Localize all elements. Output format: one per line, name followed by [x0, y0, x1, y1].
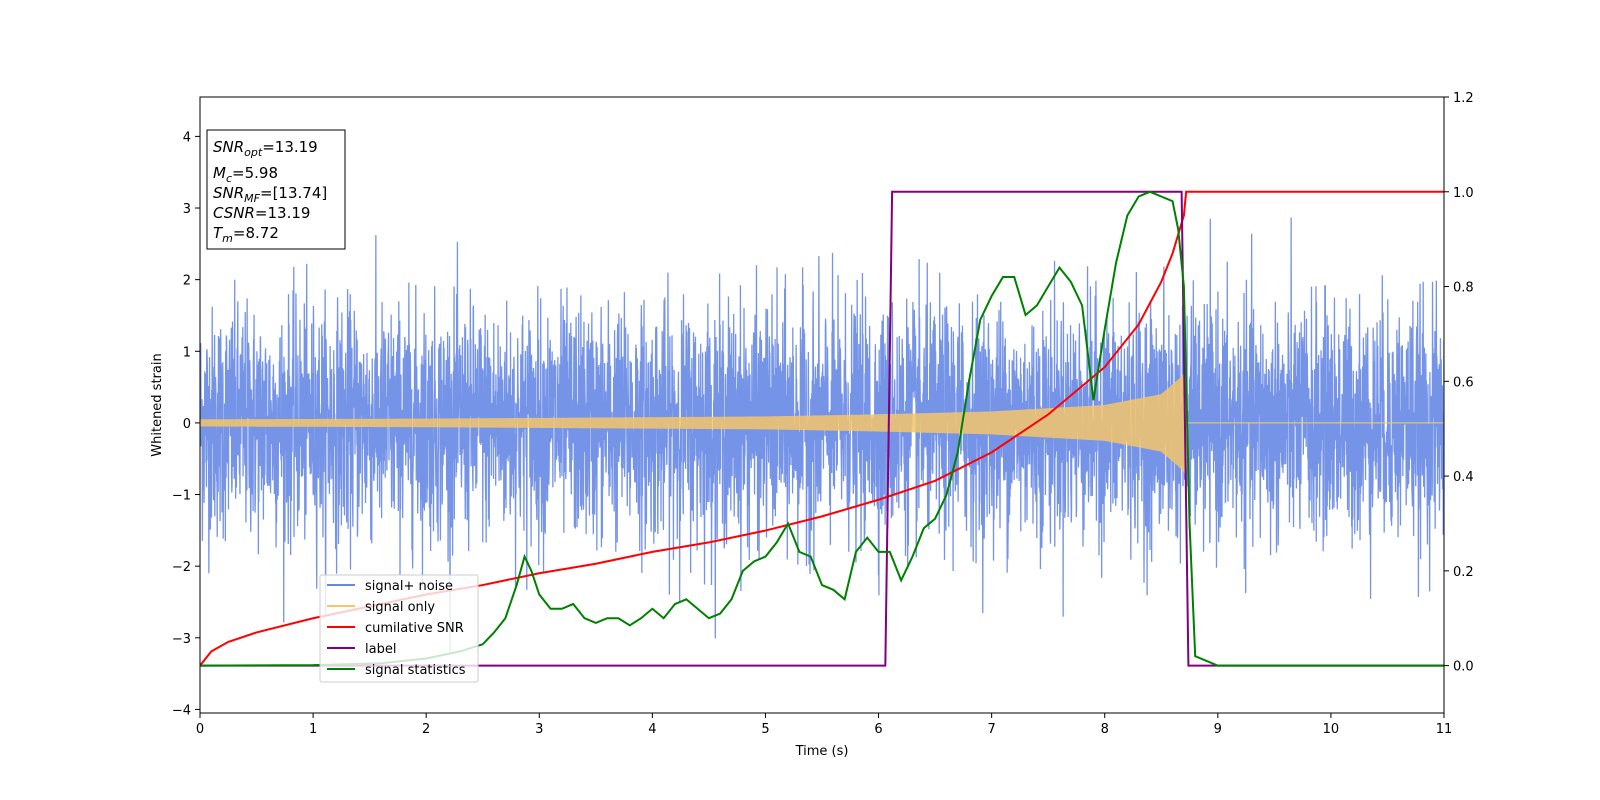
x-tick-label: 10: [1323, 722, 1340, 737]
x-tick-label: 9: [1214, 722, 1222, 737]
info-box: SNRopt=13.19 Mc=5.98 SNRMF=[13.74] CSNR=…: [206, 129, 346, 250]
legend-frame: [319, 574, 479, 683]
x-tick-label: 1: [309, 722, 317, 737]
y2-tick-label: 0.8: [1453, 281, 1474, 296]
series-signal-statistics: [200, 190, 1444, 667]
plot-area: [200, 190, 1444, 667]
info-tm: Tm=8.72: [213, 224, 279, 245]
series-cumulative-snr: [200, 190, 1444, 667]
y-tick-label: −4: [172, 703, 191, 718]
x-tick-label: 6: [874, 722, 882, 737]
y2-tick-label: 0.6: [1453, 375, 1474, 390]
x-tick-label: 5: [761, 722, 769, 737]
y2-tick-label: 1.0: [1453, 186, 1474, 201]
axes: 0 1 2 3 4 5 6 7 8 9 10 11 −4 −3 −2 −1 0 1 2 3 4 0.0 0.2 0.4 0.6 0…: [150, 91, 1474, 759]
legend: signal+ noise signal only cumilative SNR…: [319, 574, 479, 683]
y-tick-label: −2: [172, 560, 191, 575]
info-snr-mf: SNRMF=[13.74]: [213, 184, 327, 205]
x-tick-label: 0: [196, 722, 204, 737]
legend-label-label: label: [365, 642, 396, 657]
info-csnr: CSNR=13.19: [213, 204, 310, 222]
y2-tick-label: 0.2: [1453, 565, 1474, 580]
y-tick-label: 0: [183, 417, 191, 432]
x-tick-label: 2: [422, 722, 430, 737]
y2-tick-label: 1.2: [1453, 91, 1474, 106]
y-tick-label: −3: [172, 632, 191, 647]
legend-label-cumulative-snr: cumilative SNR: [365, 621, 464, 636]
plot-frame: [199, 96, 1445, 714]
legend-label-signal-only: signal only: [365, 600, 435, 615]
y-tick-label: 3: [183, 202, 191, 217]
info-snr-opt: SNRopt=13.19: [213, 138, 318, 159]
y2-tick-label: 0.0: [1453, 660, 1474, 675]
y-tick-label: 4: [183, 130, 191, 145]
y2-tick-label: 0.4: [1453, 470, 1474, 485]
x-tick-label: 7: [987, 722, 995, 737]
series-signal-only: [200, 371, 1444, 475]
y-tick-label: 1: [183, 345, 191, 360]
x-tick-label: 3: [535, 722, 543, 737]
legend-label-signal-noise: signal+ noise: [365, 579, 453, 594]
plot-clip-group: [200, 190, 1444, 667]
y-tick-label: −1: [172, 489, 191, 504]
x-tick-label: 4: [648, 722, 656, 737]
info-box-frame: [206, 129, 346, 250]
legend-label-signal-statistics: signal statistics: [365, 663, 466, 678]
x-axis-label: Time (s): [795, 744, 849, 759]
y-axis-label: Whitened strain: [150, 353, 165, 456]
info-mc: Mc=5.98: [213, 164, 278, 185]
y-tick-label: 2: [183, 274, 191, 289]
series-signal-noise: [200, 217, 1444, 654]
x-tick-label: 11: [1436, 722, 1453, 737]
x-tick-label: 8: [1101, 722, 1109, 737]
